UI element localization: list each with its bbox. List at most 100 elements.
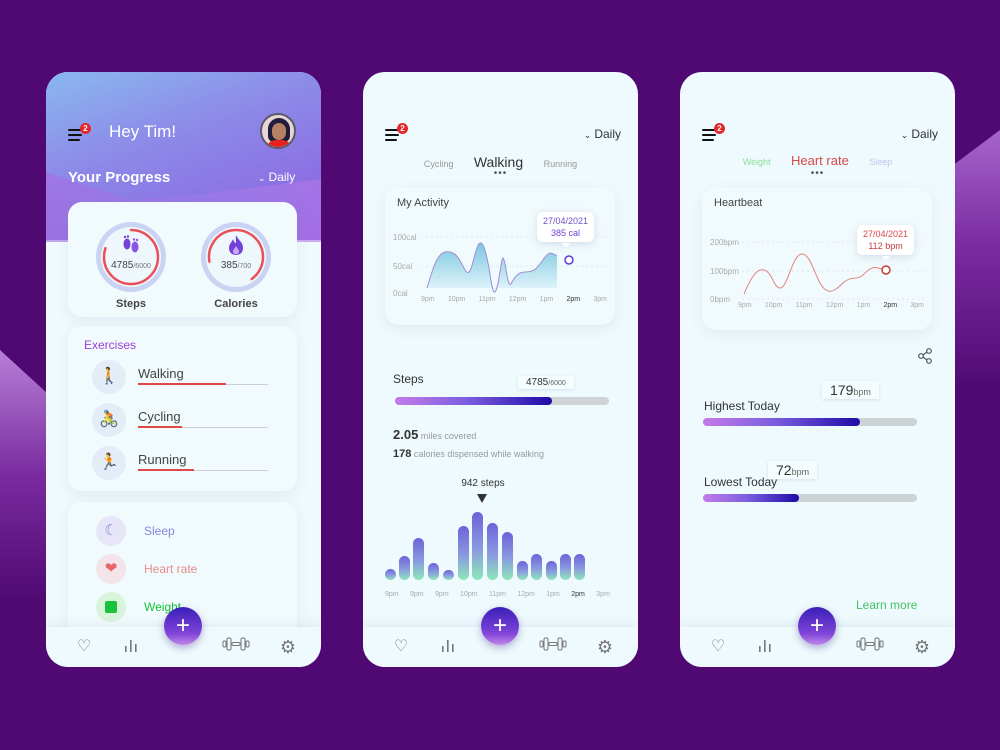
add-button[interactable]: + — [481, 607, 519, 645]
stats-icon[interactable] — [121, 637, 141, 657]
metric-tabs: Weight Heart rate Sleep — [680, 152, 955, 170]
activity-tabs: Cycling Walking Running — [363, 154, 638, 172]
cycling-icon: 🚴 — [92, 403, 126, 437]
steps-bar-chart: 942 steps 9pm 9pm 9pm 10pm 11pm 12pm 1pm… — [385, 470, 615, 600]
heartbeat-tooltip: 27/04/2021 112 bpm — [857, 225, 915, 260]
exercise-running[interactable]: 🏃 Running — [92, 446, 282, 482]
footprints-icon — [118, 234, 144, 256]
selected-point[interactable] — [564, 255, 574, 265]
period-dropdown[interactable]: ⌄ Daily — [900, 127, 938, 141]
bar[interactable] — [574, 554, 585, 580]
bar[interactable] — [531, 554, 542, 580]
dumbbell-icon[interactable] — [539, 637, 567, 657]
tab-sleep[interactable]: Sleep — [869, 157, 893, 167]
heart-icon: ❤ — [96, 554, 126, 584]
calories-stat: 178 calories dispensed while walking — [393, 448, 544, 460]
heart-icon[interactable]: ♡ — [76, 638, 92, 655]
menu-button[interactable]: 2 — [702, 123, 725, 145]
calories-progress-arc — [207, 228, 265, 286]
steps-value: 4785/6000 — [111, 260, 151, 271]
bar[interactable] — [502, 532, 513, 580]
bar[interactable] — [560, 554, 571, 580]
highest-value-chip: 179bpm — [822, 381, 879, 399]
heartbeat-chart-card: Heartbeat 200bpm 100bpm 0bpm 27/04/2021 … — [702, 188, 932, 330]
calories-label: Calories — [214, 298, 258, 310]
scale-icon — [96, 592, 126, 622]
tab-heart-rate[interactable]: Heart rate — [791, 153, 849, 168]
heart-icon[interactable]: ♡ — [393, 638, 409, 655]
exercise-walking[interactable]: 🚶 Walking — [92, 360, 282, 396]
chart-title: Heartbeat — [714, 197, 763, 209]
calories-ring[interactable]: 385/700 — [201, 222, 271, 292]
bar[interactable] — [487, 523, 498, 580]
gear-icon[interactable]: ⚙ — [596, 637, 614, 657]
tab-cycling[interactable]: Cycling — [423, 159, 454, 169]
stats-icon[interactable] — [755, 637, 775, 657]
bar[interactable] — [517, 561, 528, 580]
dumbbell-icon[interactable] — [222, 637, 250, 657]
peak-marker-icon — [477, 494, 487, 503]
dumbbell-icon[interactable] — [856, 637, 884, 657]
activity-area-chart[interactable] — [385, 188, 615, 325]
moon-icon: ☾ — [96, 516, 126, 546]
bar[interactable] — [546, 561, 557, 580]
period-dropdown[interactable]: ⌄ Daily — [583, 127, 621, 141]
add-button[interactable]: + — [798, 607, 836, 645]
steps-title: Steps — [393, 372, 424, 386]
bar[interactable] — [458, 526, 469, 580]
notification-badge: 2 — [80, 123, 91, 134]
bar[interactable] — [472, 512, 483, 580]
learn-more-link[interactable]: Learn more — [856, 598, 918, 612]
activity-x-axis: 9pm 10pm 11pm 12pm 1pm 2pm 3pm — [421, 296, 607, 303]
menu-button[interactable]: 2 — [68, 123, 91, 145]
phone-heart-rate: 2 ⌄ Daily Weight Heart rate Sleep ••• Hea… — [680, 72, 955, 667]
running-progress — [138, 469, 194, 471]
phone-dashboard: 2 Hey Tim! Your Progress ⌄ Daily 4785/600… — [46, 72, 321, 667]
lowest-label: Lowest Today — [704, 475, 778, 489]
exercise-cycling[interactable]: 🚴 Cycling — [92, 403, 282, 439]
tab-walking[interactable]: Walking — [473, 154, 524, 170]
gear-icon[interactable]: ⚙ — [279, 637, 297, 657]
heartbeat-x-axis: 9pm 10pm 11pm 12pm 1pm 2pm 3pm — [738, 302, 924, 309]
steps-label: Steps — [116, 298, 146, 310]
chevron-down-icon: ⌄ — [583, 130, 592, 140]
selected-point[interactable] — [881, 265, 891, 275]
bar[interactable] — [428, 563, 439, 580]
bar-x-axis: 9pm 9pm 9pm 10pm 11pm 12pm 1pm 2pm 3pm — [385, 591, 610, 598]
heart-icon[interactable]: ♡ — [710, 638, 726, 655]
phone-walking: 2 ⌄ Daily Cycling Walking Running ••• My … — [363, 72, 638, 667]
menu-button[interactable]: 2 — [385, 123, 408, 145]
greeting: Hey Tim! — [109, 122, 177, 141]
stats-icon[interactable] — [438, 637, 458, 657]
active-tab-indicator: ••• — [493, 168, 508, 179]
bar[interactable] — [413, 538, 424, 580]
chevron-down-icon: ⌄ — [900, 130, 909, 140]
cycling-progress — [138, 426, 182, 428]
period-dropdown[interactable]: ⌄ Daily — [258, 170, 296, 184]
lowest-progress-bar — [703, 494, 917, 502]
tab-running[interactable]: Running — [543, 159, 578, 169]
steps-ring[interactable]: 4785/6000 — [96, 222, 166, 292]
peak-label: 942 steps — [461, 478, 505, 489]
tab-weight[interactable]: Weight — [742, 157, 771, 167]
section-title: Your Progress — [68, 169, 171, 186]
lowest-value-chip: 72bpm — [768, 461, 818, 479]
miles-stat: 2.05 miles covered — [393, 427, 477, 442]
steps-value-chip: 4785/6000 — [518, 376, 574, 389]
chevron-down-icon: ⌄ — [258, 173, 266, 183]
walking-icon: 🚶 — [92, 360, 126, 394]
activity-tooltip: 27/04/2021 385 cal — [537, 212, 595, 247]
flame-icon — [223, 234, 249, 256]
bar[interactable] — [385, 569, 396, 580]
share-icon[interactable] — [916, 347, 934, 365]
add-button[interactable]: + — [164, 607, 202, 645]
avatar[interactable] — [260, 113, 296, 149]
exercises-title: Exercises — [84, 338, 137, 352]
bar[interactable] — [399, 556, 410, 580]
active-tab-indicator: ••• — [810, 168, 825, 179]
bar[interactable] — [443, 570, 454, 580]
notification-badge: 2 — [714, 123, 725, 134]
highest-progress-bar — [703, 418, 917, 426]
chart-title: My Activity — [397, 197, 449, 209]
gear-icon[interactable]: ⚙ — [913, 637, 931, 657]
